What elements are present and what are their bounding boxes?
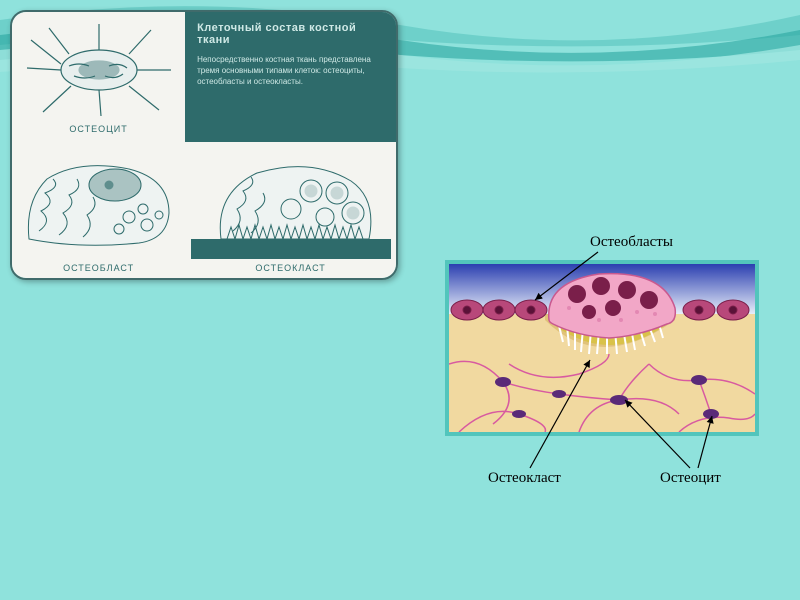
osteocyte-cell-box: ОСТЕОЦИТ [12, 12, 185, 142]
arrow-osteoblasts [535, 252, 598, 300]
left-panel: ОСТЕОЦИТ Клеточный состав костной ткани … [10, 10, 398, 280]
osteoclast-drawing [191, 151, 391, 259]
info-title: Клеточный состав костной ткани [197, 22, 384, 46]
osteocyte-drawing [19, 20, 179, 120]
osteoblast-caption: ОСТЕОБЛАСТ [63, 263, 134, 273]
info-body: Непосредственно костная ткань представле… [197, 54, 384, 88]
arrow-osteocyte-1 [625, 400, 690, 468]
osteoblast-drawing [19, 151, 179, 259]
osteoclast-caption: ОСТЕОКЛАСТ [255, 263, 325, 273]
right-panel: Остеобласты Остеокласт Остеоцит [440, 220, 770, 500]
left-panel-bottom-row: ОСТЕОБЛАСТ [12, 142, 396, 280]
osteoclast-cell-box: ОСТЕОКЛАСТ [185, 142, 396, 280]
osteocyte-caption: ОСТЕОЦИТ [69, 124, 127, 134]
arrow-overlay [440, 220, 770, 500]
info-box: Клеточный состав костной ткани Непосредс… [185, 12, 396, 142]
arrow-osteoclast [530, 360, 590, 468]
arrow-osteocyte-2 [698, 416, 712, 468]
left-panel-top-row: ОСТЕОЦИТ Клеточный состав костной ткани … [12, 12, 396, 142]
osteoblast-cell-box: ОСТЕОБЛАСТ [12, 142, 185, 280]
